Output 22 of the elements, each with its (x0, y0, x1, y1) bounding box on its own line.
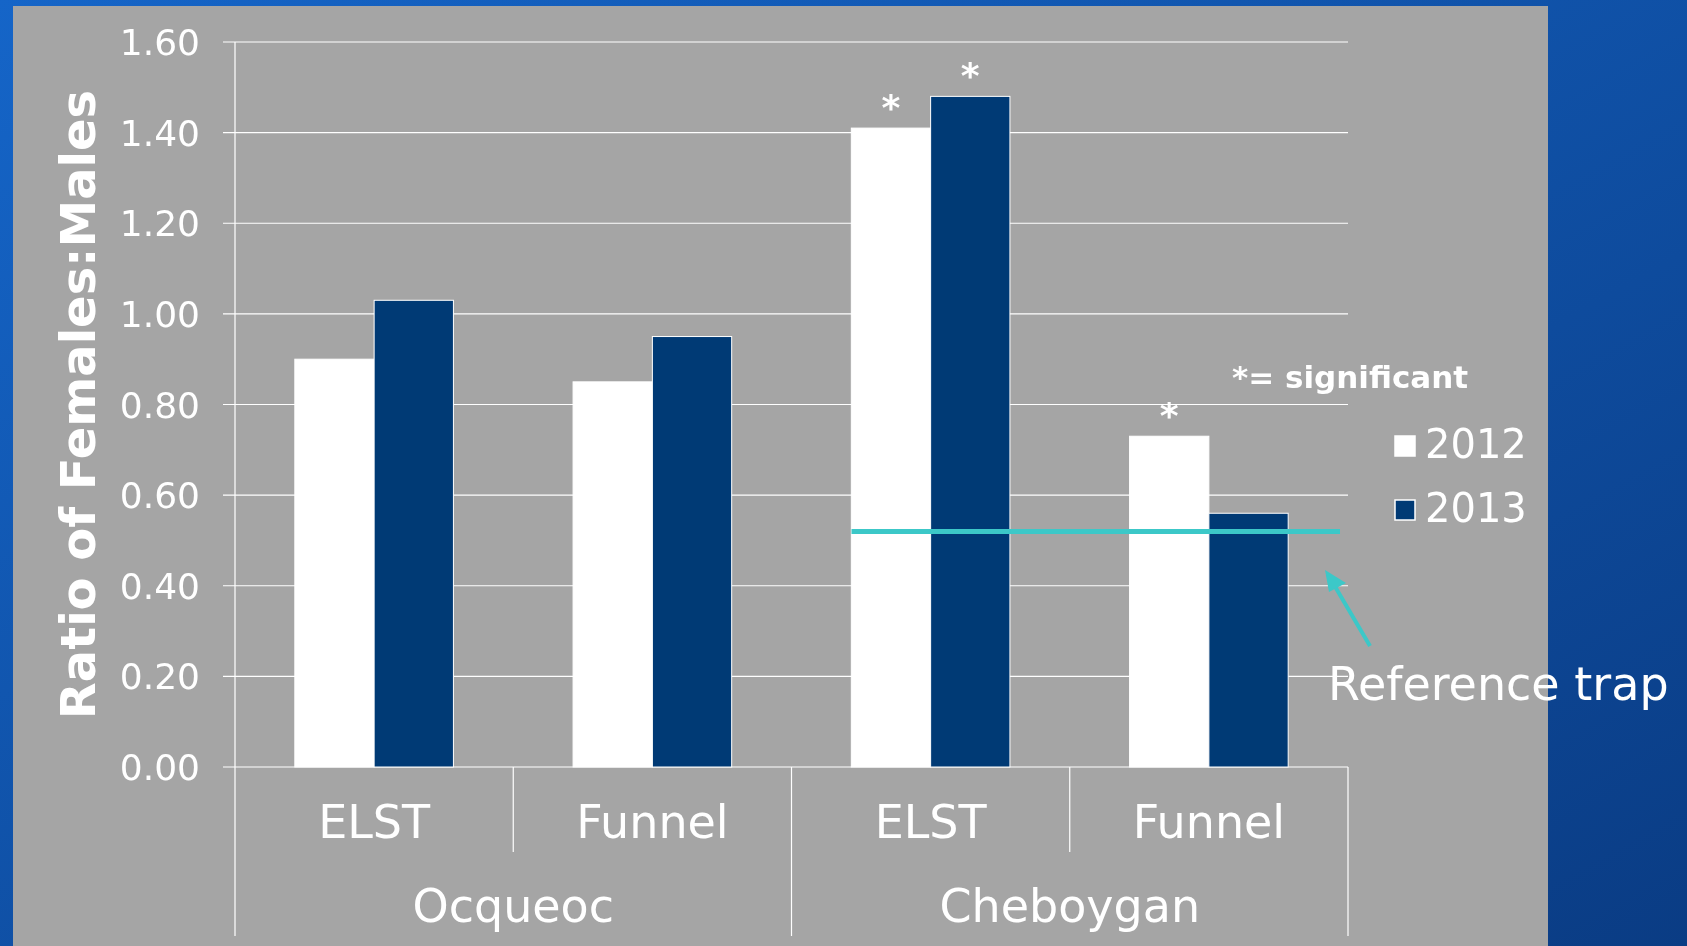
data-label: * (1159, 395, 1179, 437)
y-tick-label: 0.80 (119, 384, 200, 426)
y-tick-label: 0.20 (119, 656, 200, 698)
x-tick-label: ELST (318, 795, 432, 849)
y-tick-label: 1.00 (119, 293, 200, 335)
text: Cheboygan (939, 879, 1201, 933)
data-label: * (881, 87, 901, 129)
x-tick-label: Funnel (1132, 795, 1286, 849)
x-tick-label: Funnel (576, 795, 729, 849)
y-tick-label: 1.40 (119, 112, 200, 154)
legend-label: 2012 (1425, 421, 1527, 467)
y-tick-label: 0.60 (119, 475, 200, 517)
y-tick-label: 1.20 (119, 203, 200, 245)
legend-label: 2013 (1425, 485, 1527, 531)
x-tick-label: ELST (874, 795, 988, 849)
data-label: * (960, 55, 980, 97)
annotation: *= significant (1232, 359, 1469, 395)
y-axis-title: Ratio of Females:Males (50, 89, 106, 720)
y-tick-label: 0.40 (119, 565, 200, 607)
text: Ocqueoc (412, 879, 615, 933)
y-tick-label: 0.00 (119, 747, 200, 788)
y-tick-label: 1.60 (119, 22, 200, 63)
